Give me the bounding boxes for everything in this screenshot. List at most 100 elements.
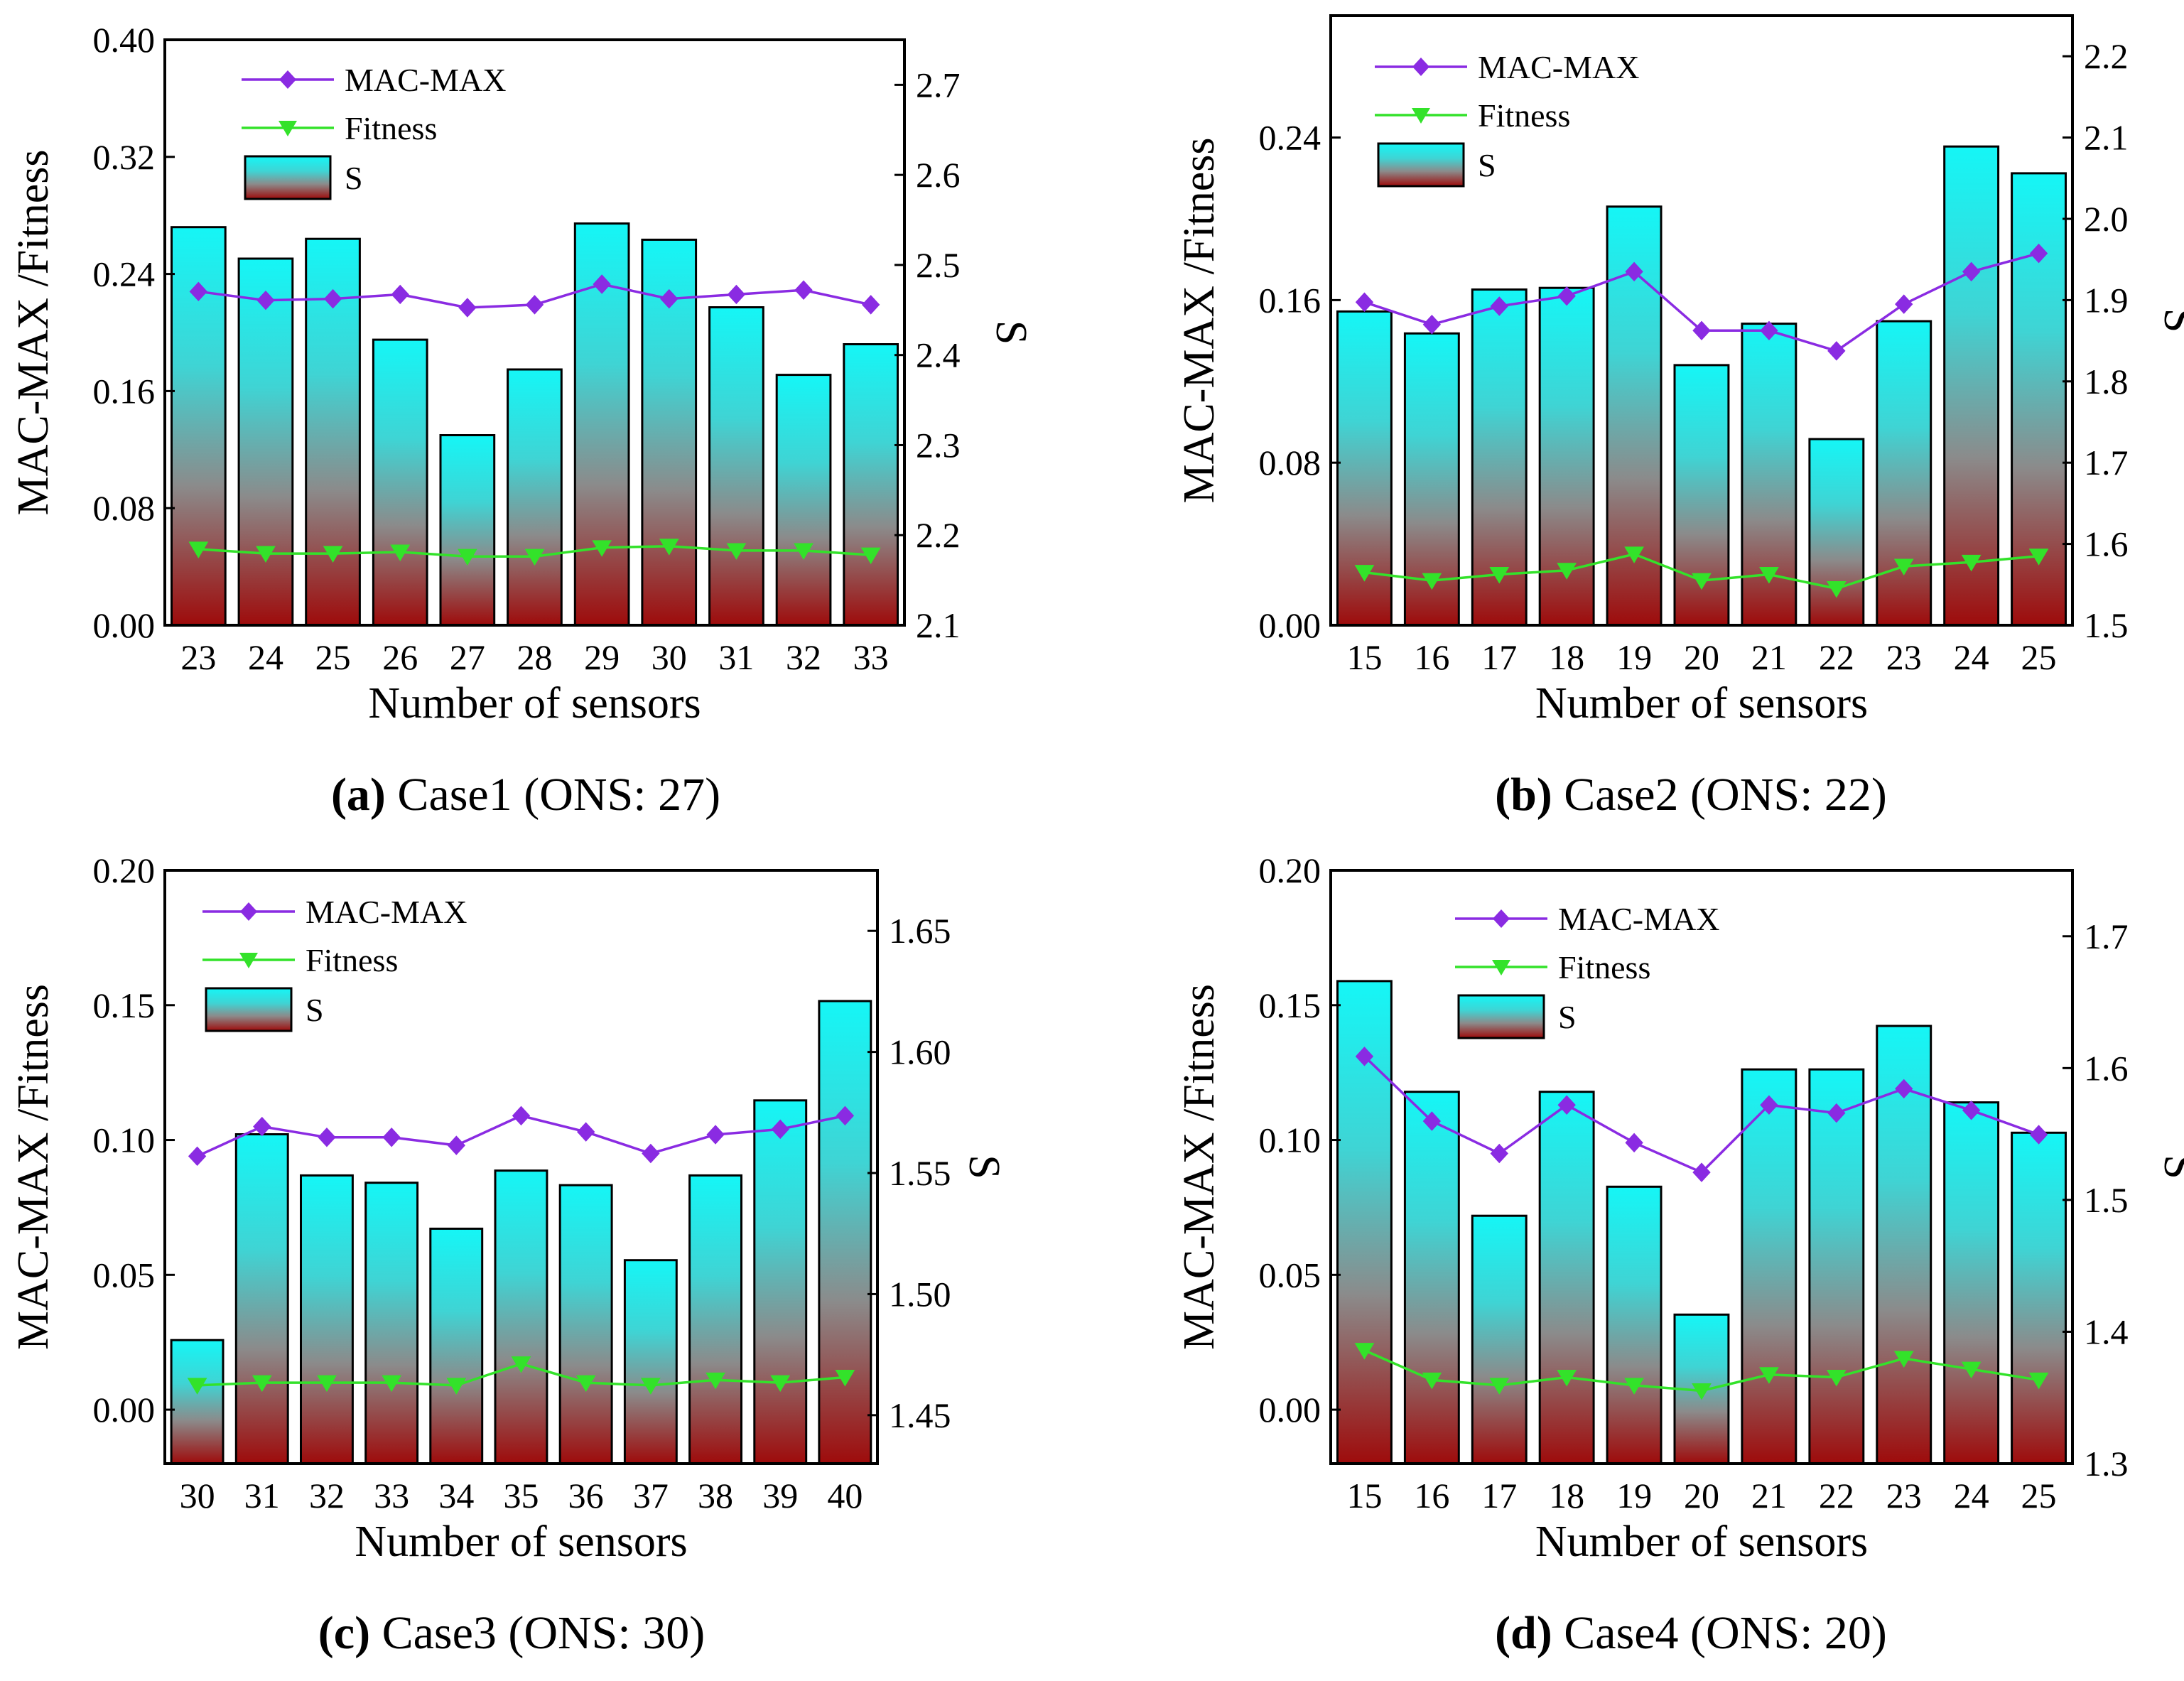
y2-axis-label: S	[987, 320, 1035, 345]
x-tick-label: 40	[827, 1476, 863, 1515]
plot-frame	[163, 38, 906, 627]
mac-max-point-40	[836, 1106, 855, 1126]
mac-max-point-26	[391, 284, 409, 305]
x-tick-label: 16	[1414, 637, 1449, 677]
caption-text: Case4 (ONS: 20)	[1552, 1607, 1887, 1659]
x-tick-label: 22	[1819, 1476, 1854, 1515]
fitness-point-40	[835, 1370, 855, 1387]
legend-s-swatch	[1377, 142, 1465, 188]
fitness-point-33	[382, 1375, 402, 1393]
bar-s-35	[494, 1169, 548, 1465]
bar-s-33	[364, 1182, 419, 1465]
legend-s-swatch	[244, 155, 332, 200]
bar-s-17	[1471, 1214, 1528, 1465]
y2-tick-label: 1.6	[2084, 524, 2129, 564]
y2-tick-label: 2.1	[916, 605, 961, 645]
x-tick-label: 25	[2021, 1476, 2057, 1515]
y2-tick-label: 1.9	[2084, 280, 2129, 320]
mac-max-point-23	[1895, 1079, 1913, 1099]
bar-s-23	[1876, 1025, 1932, 1465]
x-tick-label: 21	[1751, 637, 1787, 677]
x-tick-label: 25	[315, 637, 351, 677]
x-tick-label: 38	[698, 1476, 733, 1515]
bar-s-21	[1741, 1068, 1798, 1465]
x-tick-label: 20	[1684, 1476, 1719, 1515]
y2-axis-label: S	[960, 1155, 1008, 1179]
fitness-point-36	[575, 1375, 596, 1393]
mac-max-point-38	[706, 1125, 725, 1145]
mac-max-point-36	[577, 1122, 595, 1142]
mac-max-point-27	[458, 298, 477, 318]
y-tick-label: 0.16	[93, 371, 156, 411]
x-tick-label: 17	[1481, 637, 1517, 677]
fitness-point-29	[592, 540, 612, 557]
x-tick-label: 33	[853, 637, 889, 677]
legend: MAC-MAX Fitness S	[1375, 49, 1639, 188]
caption-label: (c)	[318, 1607, 370, 1659]
mac-max-point-24	[1962, 261, 1981, 282]
x-tick-label: 16	[1414, 1476, 1449, 1515]
x-tick-label: 22	[1819, 637, 1854, 677]
bar-s-36	[558, 1184, 613, 1465]
mac-max-point-24	[256, 290, 275, 310]
fitness-point-34	[446, 1378, 467, 1395]
fitness-point-37	[640, 1378, 661, 1395]
legend-label-mac: MAC-MAX	[1478, 49, 1639, 85]
y2-tick-label: 2.1	[2084, 118, 2129, 158]
x-tick-label: 17	[1481, 1476, 1517, 1515]
fitness-point-23	[1893, 1351, 1914, 1368]
x-axis-label: Number of sensors	[1535, 1518, 1868, 1566]
plot-frame	[1329, 869, 2074, 1465]
y2-axis-label: S	[2155, 308, 2184, 333]
legend-mac-marker	[240, 902, 257, 921]
y2-tick-label: 2.3	[916, 425, 961, 465]
caption-label: (a)	[331, 769, 386, 821]
y-tick-label: 0.05	[1259, 1255, 1321, 1294]
mac-max-point-30	[660, 288, 679, 309]
bar-s-32	[775, 374, 832, 627]
y2-tick-label: 1.65	[889, 911, 951, 951]
fitness-point-20	[1692, 573, 1712, 590]
x-tick-label: 24	[1954, 1476, 1989, 1515]
fitness-point-35	[511, 1356, 531, 1373]
y-tick-label: 0.15	[93, 985, 156, 1025]
bar-s-27	[439, 434, 496, 627]
x-axis-label: Number of sensors	[368, 679, 701, 728]
mac-max-point-15	[1355, 292, 1374, 312]
fitness-point-25	[2028, 548, 2049, 566]
mac-max-point-19	[1625, 261, 1643, 282]
mac-max-point-31	[253, 1116, 271, 1137]
y2-tick-label: 2.5	[916, 245, 961, 285]
y-axis-label: MAC-MAX /Fitness	[1175, 984, 1223, 1350]
bar-s-33	[843, 343, 899, 627]
caption-text: Case2 (ONS: 22)	[1552, 769, 1887, 821]
y2-tick-label: 1.7	[2084, 917, 2129, 956]
legend-label-fitness: Fitness	[1478, 97, 1570, 134]
y-axis-label: MAC-MAX /Fitness	[9, 149, 58, 515]
mac-max-point-35	[512, 1106, 531, 1126]
mac-max-point-32	[794, 280, 813, 300]
x-tick-label: 24	[248, 637, 283, 677]
mac-max-point-20	[1692, 320, 1711, 341]
y-tick-label: 0.00	[93, 1390, 156, 1429]
x-tick-label: 33	[374, 1476, 409, 1515]
legend-label-s: S	[1558, 999, 1577, 1035]
fitness-point-16	[1422, 573, 1442, 590]
fitness-point-32	[317, 1375, 337, 1393]
mac-max-line	[1363, 1055, 2040, 1174]
x-tick-label: 32	[309, 1476, 345, 1515]
mac-max-point-22	[1827, 1103, 1846, 1123]
x-tick-label: 23	[180, 637, 216, 677]
chart-panel-d: 0.00 0.05 0.10 0.15 0.20 1.3 1.4 1.5 1.6 1.7 15 16 1…	[1175, 850, 2184, 1659]
bar-s-28	[507, 368, 563, 627]
bar-s-16	[1403, 1091, 1460, 1465]
legend-s-swatch	[1457, 994, 1545, 1039]
bar-s-31	[708, 306, 764, 627]
y-axis-label: MAC-MAX /Fitness	[1175, 137, 1223, 503]
y-tick-label: 0.08	[93, 488, 156, 528]
x-tick-label: 27	[450, 637, 485, 677]
x-tick-label: 36	[568, 1476, 604, 1515]
legend-label-mac: MAC-MAX	[306, 894, 467, 930]
y-tick-label: 0.00	[1259, 1390, 1321, 1429]
